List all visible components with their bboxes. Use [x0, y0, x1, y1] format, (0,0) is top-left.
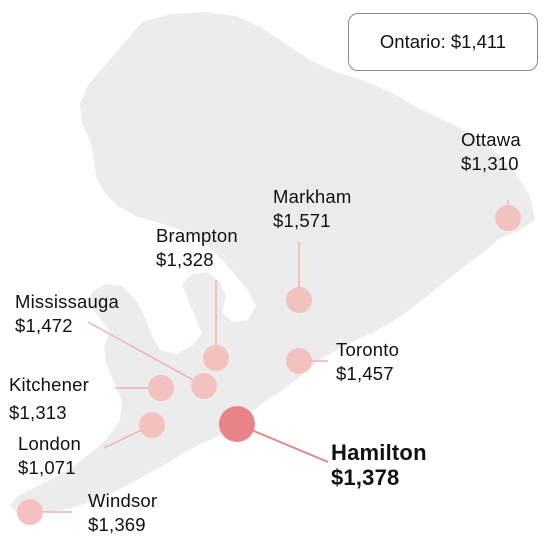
marker-windsor[interactable]	[17, 499, 43, 525]
city-name: Kitchener	[9, 374, 89, 395]
marker-mississauga[interactable]	[191, 373, 217, 399]
city-name: Hamilton	[331, 440, 427, 465]
city-markers	[17, 205, 521, 525]
city-name: Windsor	[88, 490, 158, 511]
marker-brampton[interactable]	[203, 345, 229, 371]
province-average-value: $1,411	[450, 31, 507, 52]
city-value: $1,369	[88, 514, 146, 535]
city-value: $1,571	[273, 210, 331, 231]
city-label-markham: Markham $1,571	[273, 185, 352, 233]
city-value: $1,457	[336, 363, 394, 384]
city-name: Brampton	[156, 225, 238, 246]
marker-toronto[interactable]	[286, 348, 312, 374]
city-label-windsor: Windsor $1,369	[88, 489, 157, 537]
city-value: $1,310	[461, 153, 519, 174]
city-label-ottawa: Ottawa $1,310	[461, 128, 521, 176]
marker-hamilton[interactable]	[219, 406, 255, 442]
city-value: $1,071	[18, 457, 76, 478]
province-name: Ontario	[379, 31, 441, 52]
city-label-kitchener: Kitchener $1,313	[9, 371, 89, 427]
marker-ottawa[interactable]	[495, 205, 521, 231]
city-label-toronto: Toronto $1,457	[336, 338, 399, 386]
marker-markham[interactable]	[286, 287, 312, 313]
city-label-hamilton: Hamilton $1,378	[331, 440, 427, 490]
city-label-london: London $1,071	[18, 432, 81, 480]
city-name: Ottawa	[461, 129, 521, 150]
city-name: London	[18, 433, 81, 454]
city-value: $1,328	[156, 249, 214, 270]
city-name: Mississauga	[15, 291, 119, 312]
province-average-label: Ontario: $1,411	[379, 31, 507, 52]
city-name: Toronto	[336, 339, 400, 360]
city-label-mississauga: Mississauga $1,472	[15, 290, 119, 338]
city-label-brampton: Brampton $1,328	[156, 224, 238, 272]
leader-mississauga	[87, 321, 205, 387]
city-value: $1,472	[15, 315, 73, 336]
city-value: $1,313	[9, 402, 67, 423]
city-name: Markham	[273, 186, 352, 207]
marker-kitchener[interactable]	[148, 375, 174, 401]
marker-london[interactable]	[139, 412, 165, 438]
province-average-badge: Ontario: $1,411	[348, 13, 538, 71]
city-value: $1,378	[331, 465, 400, 490]
